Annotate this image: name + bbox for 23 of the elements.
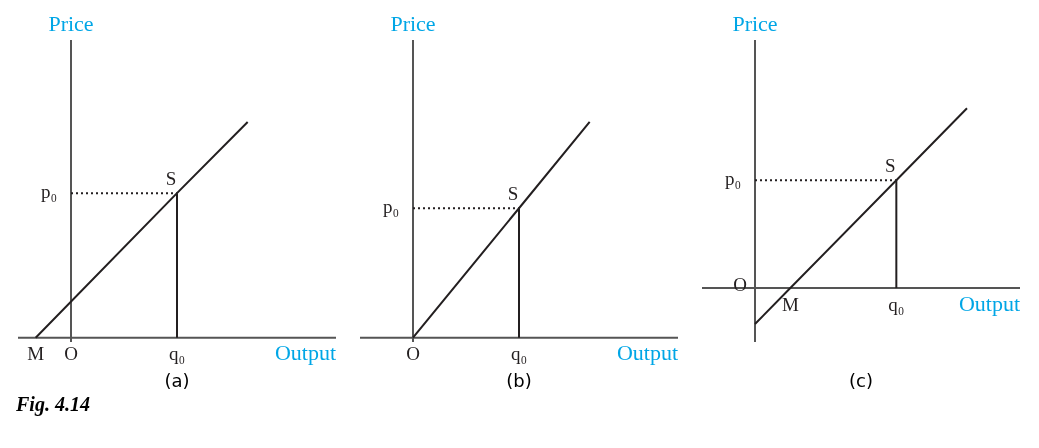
x-tick-label: M — [781, 293, 799, 315]
annotation: S — [165, 167, 177, 189]
text: (c) — [848, 370, 874, 391]
x-tick-label: q₀ — [168, 343, 186, 365]
ref-line-label: p₀ — [40, 181, 57, 203]
text: (b) — [505, 370, 533, 391]
x-tick-label: O — [406, 343, 420, 365]
x-axis-title: Output — [274, 340, 336, 366]
annotation: S — [507, 182, 519, 204]
x-axis-title: Output — [616, 340, 678, 366]
x-tick-label: O — [64, 343, 78, 365]
x-tick-label: q₀ — [888, 293, 905, 315]
annotation: S — [885, 154, 896, 176]
text: (a) — [163, 370, 191, 391]
x-tick-label: M — [27, 343, 45, 365]
y-axis-title: Price — [390, 10, 436, 36]
y-axis-title: Price — [732, 10, 778, 36]
y-axis-title: Price — [48, 10, 94, 36]
x-tick-label: q₀ — [510, 343, 528, 365]
caption: Fig. 4.14 — [15, 393, 91, 416]
ref-line-label: p₀ — [382, 196, 399, 218]
x-axis-title: Output — [958, 290, 1020, 316]
ref-line-label: p₀ — [724, 168, 741, 190]
